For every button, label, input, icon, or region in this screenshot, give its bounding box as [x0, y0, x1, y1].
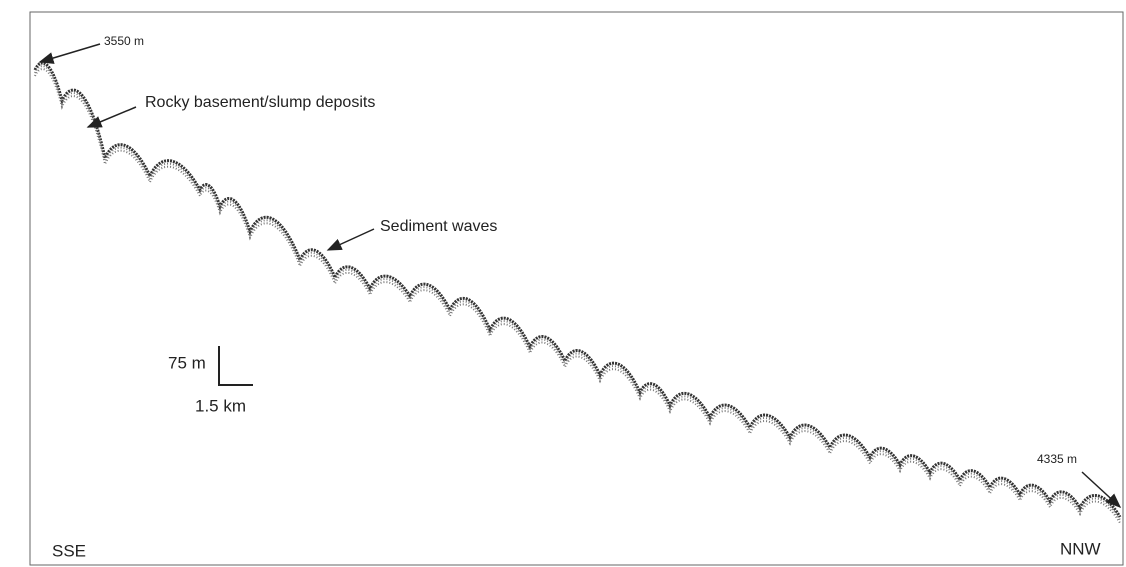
reflector — [35, 63, 1120, 517]
depth-label: 4335 m — [1037, 452, 1077, 466]
profile-figure: 3550 m Rocky basement/slump deposits Sed… — [0, 0, 1126, 567]
scale-label: 75 m — [168, 353, 206, 372]
annotation: Rocky basement/slump deposits — [145, 94, 375, 111]
direction-label: SSE — [52, 541, 86, 560]
annotation: Sediment waves — [380, 218, 497, 235]
direction-label: NNW — [1060, 539, 1101, 558]
depth-label: 3550 m — [104, 34, 144, 48]
arrow — [328, 229, 374, 250]
scale-label: 1.5 km — [195, 396, 246, 415]
reflector — [35, 66, 1120, 520]
arrow — [88, 107, 136, 127]
seafloor-profile — [35, 63, 1120, 523]
reflector — [35, 69, 1120, 523]
arrow — [40, 44, 100, 62]
